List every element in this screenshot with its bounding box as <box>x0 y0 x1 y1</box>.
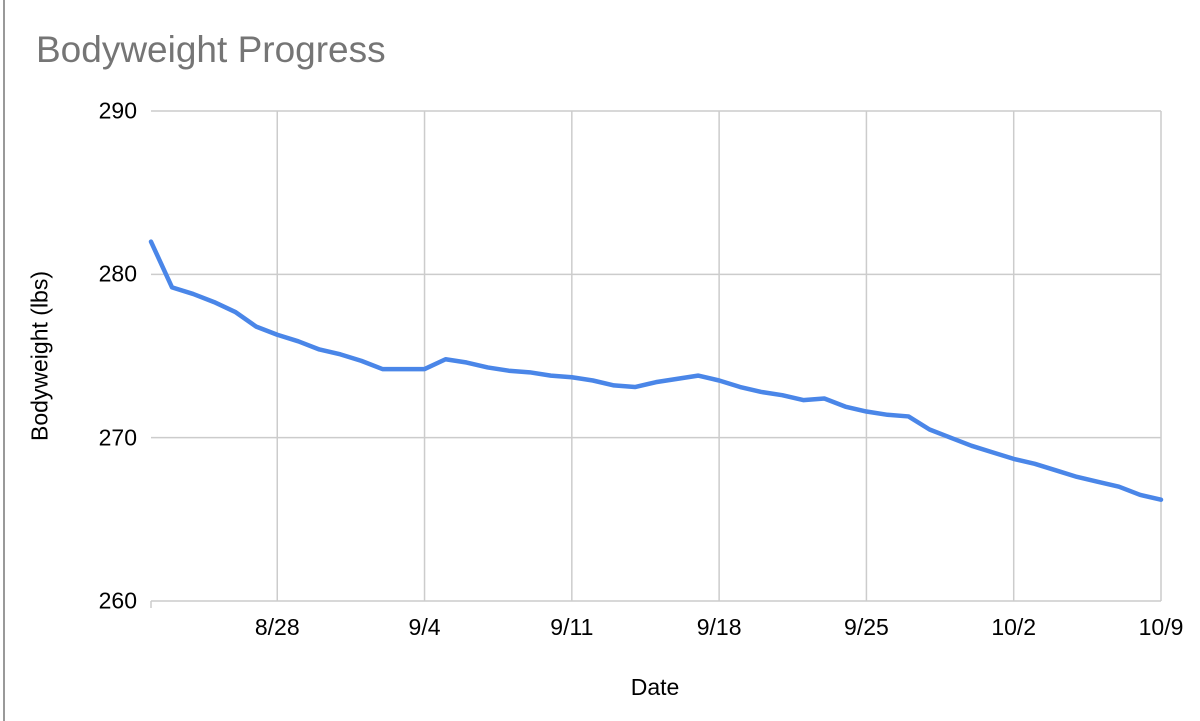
bodyweight-line[interactable] <box>148 239 1164 502</box>
x-axis-tick-label: 9/18 <box>696 614 742 640</box>
x-axis-tick-label: 9/4 <box>408 614 441 640</box>
y-axis-tick-label: 280 <box>98 260 137 287</box>
x-axis-tick-label: 10/2 <box>991 614 1037 640</box>
chart-title: Bodyweight Progress <box>36 29 386 70</box>
y-axis-tick-label: 270 <box>98 424 137 451</box>
y-axis-title: Bodyweight (lbs) <box>26 270 53 442</box>
x-axis-tick-label: 8/28 <box>254 614 300 640</box>
y-axis-tick-label: 260 <box>98 587 137 614</box>
x-axis-title: Date <box>630 674 680 700</box>
x-axis-tick-label: 9/25 <box>844 614 889 640</box>
y-axis-tick-label: 290 <box>98 97 137 124</box>
gridlines <box>150 110 1162 608</box>
x-axis-tick-label: 10/9 <box>1138 614 1184 640</box>
sheet-left-border <box>3 0 5 721</box>
x-axis-tick-label: 9/11 <box>550 614 594 640</box>
